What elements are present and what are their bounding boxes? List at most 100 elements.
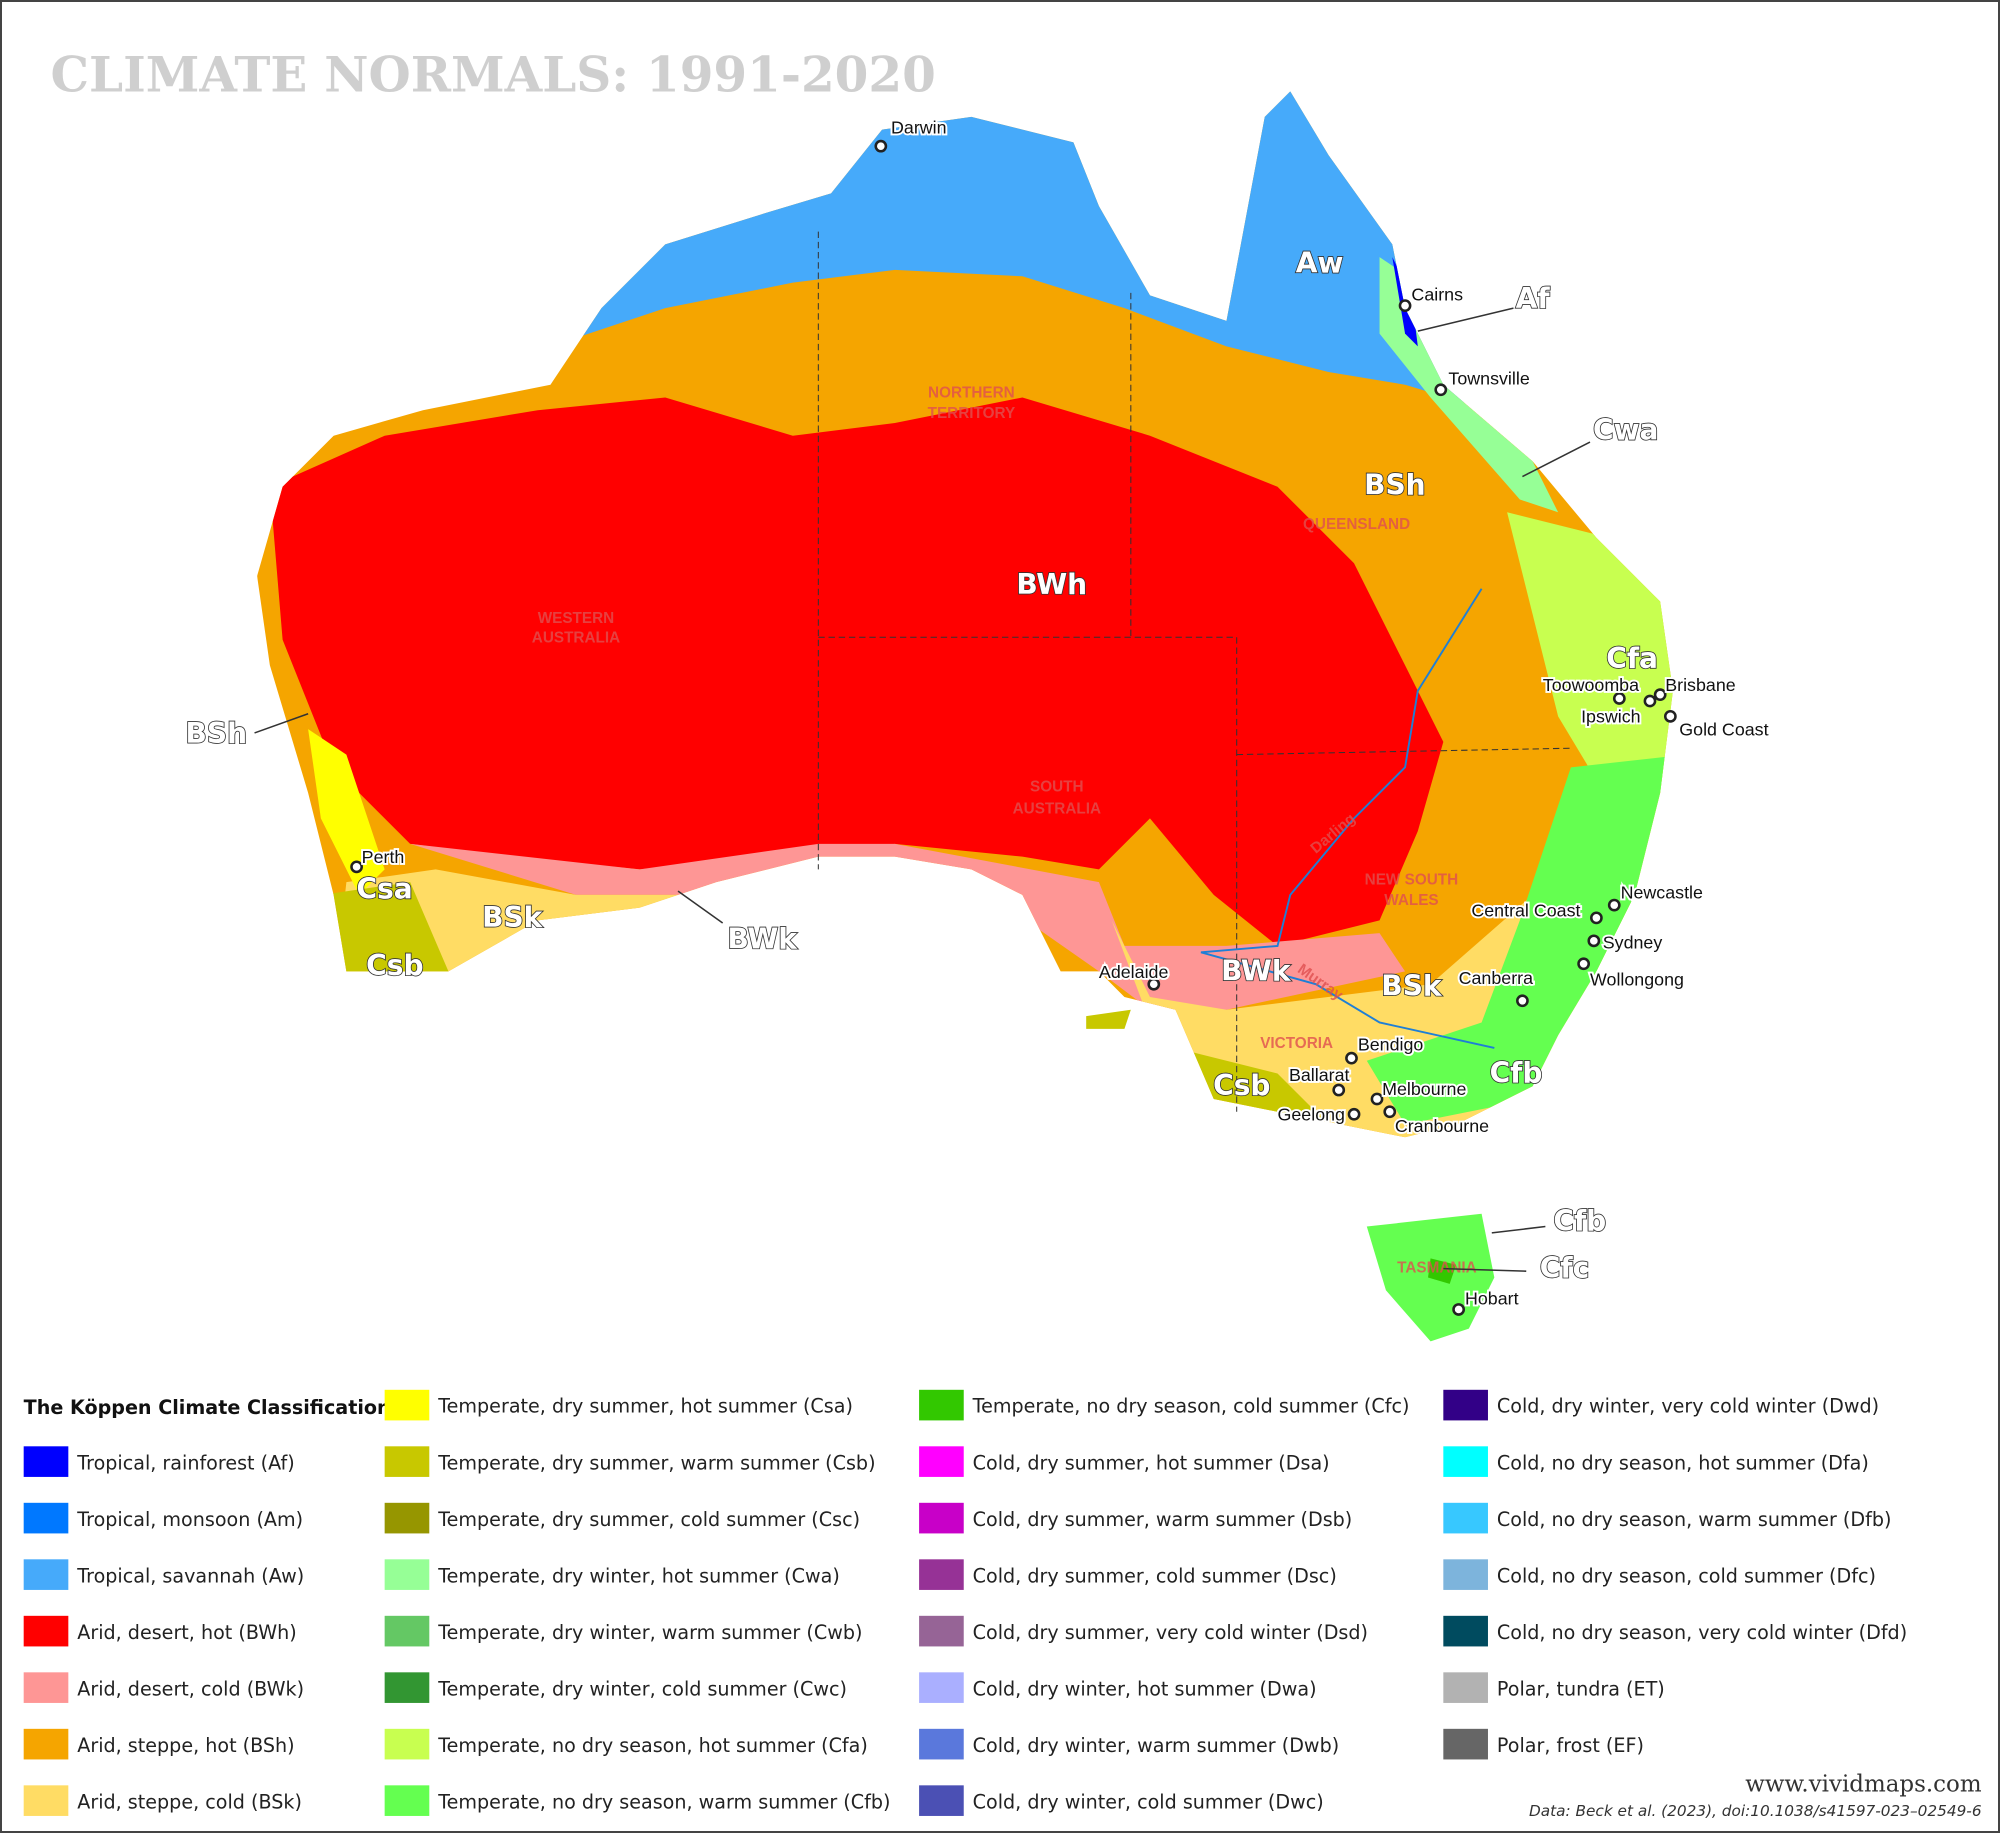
legend-label: Polar, frost (EF) [1497, 1734, 1644, 1757]
legend: Tropical, rainforest (Af) Tropical, monso… [23, 1389, 1907, 1816]
legend-label: Tropical, rainforest (Af) [76, 1451, 294, 1474]
climate-code-label: BSh [1364, 468, 1426, 501]
region-wa: WESTERN [538, 610, 615, 627]
climate-code-label: BSh [186, 717, 248, 750]
legend-swatch [1443, 1446, 1488, 1477]
legend-swatch [384, 1446, 430, 1477]
zone-cfb [1366, 754, 1673, 1125]
legend-label: Cold, no dry season, warm summer (Dfb) [1497, 1508, 1892, 1531]
city-marker [874, 139, 888, 153]
city-label: Gold Coast [1679, 719, 1768, 739]
kangaroo-island [1086, 1009, 1131, 1029]
legend-title: The Köppen Climate Classification [24, 1396, 391, 1419]
city-marker [1607, 898, 1621, 912]
legend-label: Cold, no dry season, very cold winter (D… [1497, 1621, 1907, 1644]
city-label: Newcastle [1621, 883, 1703, 903]
city-label: Sydney [1603, 932, 1663, 952]
city-marker [1383, 1105, 1397, 1119]
legend-label: Cold, dry winter, very cold winter (Dwd) [1497, 1395, 1879, 1418]
legend-swatch [1443, 1559, 1488, 1590]
city-label: Darwin [891, 117, 947, 137]
legend-label: Temperate, dry winter, warm summer (Cwb) [437, 1621, 862, 1644]
legend-swatch [384, 1615, 430, 1647]
city-markers: Darwin Cairns Townsville Toowoomba Brisbane I… [350, 116, 1771, 1316]
city-marker [1587, 934, 1601, 948]
region-sa: SOUTH [1030, 779, 1084, 796]
legend-label: Arid, steppe, cold (BSk) [77, 1790, 302, 1813]
zone-bwk [410, 843, 1406, 1010]
climate-code-labels: Aw Af Cwa BSh BWh Cfa BSh Csa BSk BWk Csb BWk BSk Cfb… [185, 246, 1660, 1286]
city-marker [1663, 709, 1677, 723]
legend-swatch [384, 1502, 430, 1534]
region-wa: AUSTRALIA [532, 629, 620, 646]
climate-code-label: Csa [357, 873, 413, 906]
city-label: Ballarat [1289, 1065, 1350, 1085]
legend-swatch [919, 1728, 964, 1760]
legend-swatch [23, 1785, 69, 1816]
city-label: Geelong [1278, 1105, 1345, 1125]
legend-label: Cold, dry summer, hot summer (Dsa) [973, 1451, 1330, 1474]
legend-swatch [919, 1615, 964, 1647]
legend-swatch [23, 1446, 69, 1477]
state-borders [817, 231, 1571, 1112]
region-qld: QUEENSLAND [1303, 516, 1410, 533]
legend-label: Temperate, no dry season, cold summer (C… [972, 1395, 1410, 1418]
legend-label: Arid, desert, hot (BWh) [77, 1621, 297, 1644]
climate-code-label: Aw [1296, 246, 1344, 279]
city-marker [1590, 911, 1603, 925]
region-nt: TERRITORY [928, 405, 1016, 422]
region-nt: NORTHERN [928, 384, 1015, 401]
city-label: Adelaide [1099, 962, 1169, 982]
legend-label: Tropical, savannah (Aw) [76, 1564, 304, 1587]
climate-code-label: Cfb [1553, 1204, 1606, 1237]
legend-swatch [384, 1559, 430, 1590]
city-marker [1516, 994, 1529, 1008]
city-label: Wollongong [1590, 969, 1684, 989]
city-label: Canberra [1459, 968, 1533, 988]
credit-source: Data: Beck et al. (2023), doi:10.1038/s4… [1529, 1802, 1982, 1820]
legend-label: Temperate, dry winter, hot summer (Cwa) [437, 1564, 840, 1587]
climate-code-label: Csb [1213, 1069, 1270, 1102]
city-marker [1612, 692, 1626, 705]
city-label: Perth [362, 847, 405, 867]
city-label: Bendigo [1358, 1035, 1424, 1055]
climate-code-label: Cfc [1540, 1252, 1589, 1285]
region-sa: AUSTRALIA [1013, 800, 1101, 817]
region-nsw: WALES [1384, 892, 1438, 909]
city-marker [1577, 957, 1591, 971]
city-marker [1643, 694, 1657, 708]
legend-label: Temperate, no dry season, hot summer (Cf… [437, 1734, 868, 1757]
legend-label: Cold, dry summer, very cold winter (Dsd) [973, 1621, 1368, 1644]
legend-label: Tropical, monsoon (Am) [76, 1508, 303, 1531]
city-marker [1347, 1107, 1361, 1121]
climate-code-label: Csb [366, 949, 423, 982]
legend-swatch [1443, 1389, 1488, 1421]
city-marker [1653, 688, 1667, 702]
city-label: Cairns [1411, 285, 1463, 305]
legend-swatch [919, 1785, 964, 1816]
climate-code-label: Cfa [1606, 642, 1658, 675]
legend-swatch [23, 1615, 69, 1647]
callout-arrows [254, 307, 1591, 1272]
climate-code-label: BSk [1381, 970, 1443, 1003]
map-title: CLIMATE NORMALS: 1991-2020 [50, 46, 935, 103]
city-label: Townsville [1448, 369, 1529, 389]
city-label: Toowoomba [1543, 675, 1639, 695]
legend-swatch [384, 1785, 430, 1816]
legend-swatch [384, 1728, 430, 1760]
legend-swatch [23, 1502, 69, 1534]
legend-label: Temperate, dry winter, cold summer (Cwc) [437, 1677, 847, 1700]
climate-code-label: Cfb [1490, 1056, 1543, 1089]
legend-label: Arid, steppe, hot (BSh) [77, 1734, 294, 1757]
legend-swatch [919, 1446, 964, 1477]
legend-label: Temperate, dry summer, cold summer (Csc) [437, 1508, 860, 1531]
legend-label: Cold, no dry season, hot summer (Dfa) [1497, 1451, 1869, 1474]
legend-label: Cold, dry summer, warm summer (Dsb) [973, 1508, 1353, 1531]
city-marker [1452, 1303, 1466, 1316]
zone-bwh [269, 397, 1444, 946]
legend-swatch [919, 1502, 964, 1534]
climate-code-label: BWk [727, 922, 798, 955]
city-marker [350, 860, 363, 874]
